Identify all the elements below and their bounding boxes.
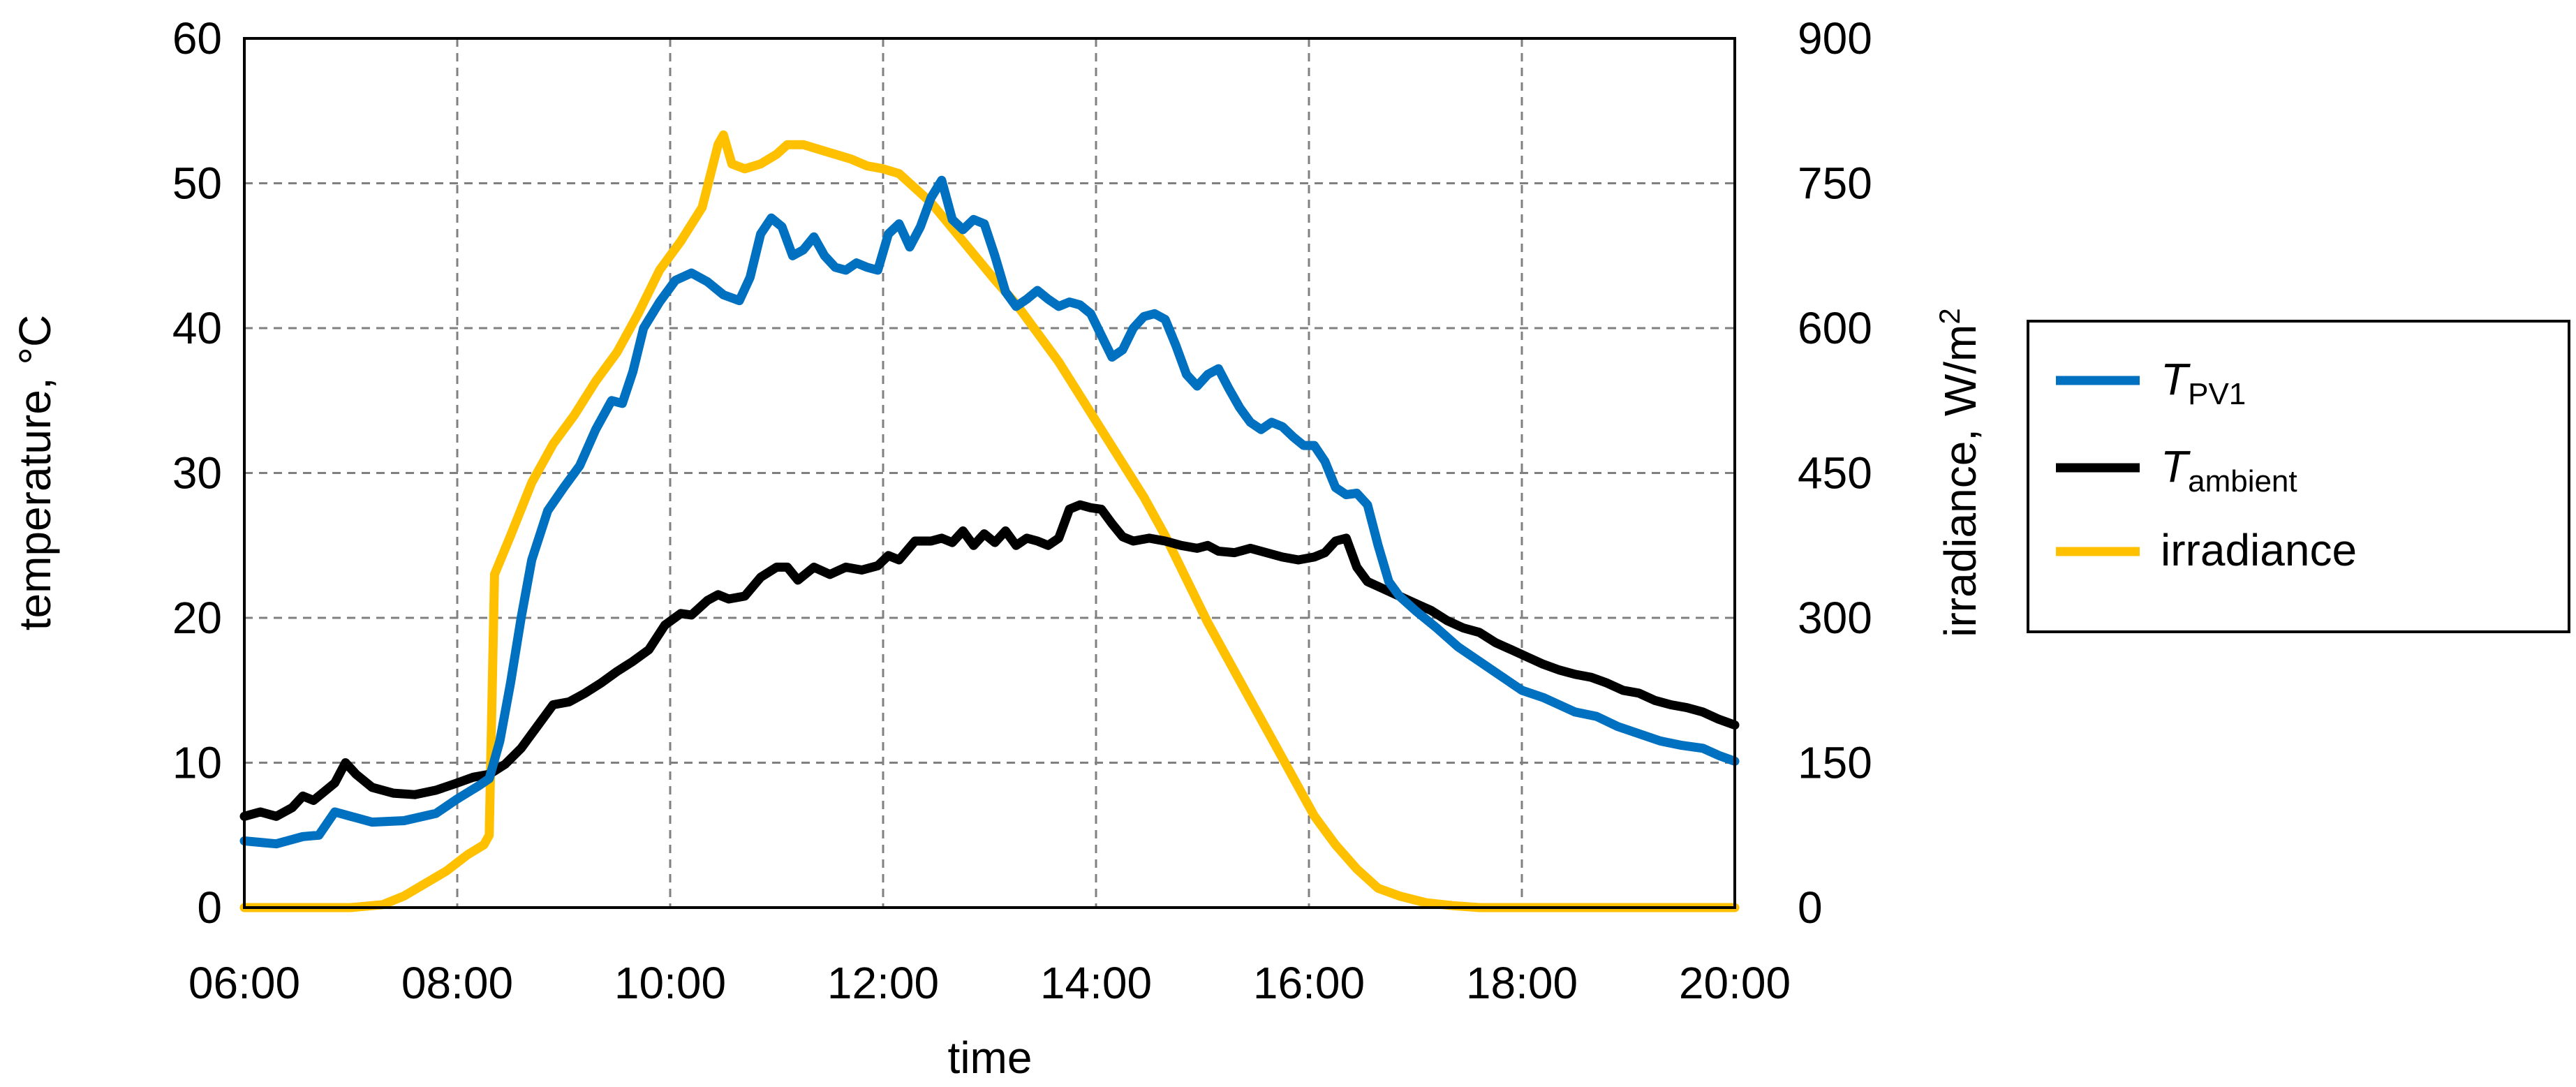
legend-label-subscript: ambient xyxy=(2188,464,2297,498)
x-tick-labels: 06:00 08:00 10:00 12:00 14:00 16:00 18:00 20:00 xyxy=(188,958,1791,1008)
series-line-irradiance xyxy=(239,130,1740,912)
y-tick-label: 30 xyxy=(172,448,222,498)
y2-tick-label: 0 xyxy=(1798,882,1823,933)
y-tick-labels: 0 10 20 30 40 50 60 xyxy=(172,13,222,933)
legend-label: TPV1 xyxy=(2161,354,2246,411)
y2-tick-label: 450 xyxy=(1798,448,1872,498)
y-tick-label: 10 xyxy=(172,738,222,788)
legend-box xyxy=(2027,320,2570,633)
legend-label-main: T xyxy=(2161,441,2191,491)
y2-axis-title-sup: 2 xyxy=(1933,308,1966,324)
legend-label: Tambient xyxy=(2161,441,2297,498)
y-tick-label: 40 xyxy=(172,303,222,353)
x-axis-title: time xyxy=(948,1033,1032,1083)
y2-tick-label: 900 xyxy=(1798,13,1872,64)
series-layer xyxy=(239,130,1740,912)
x-tick-label: 06:00 xyxy=(188,958,300,1008)
y2-tick-label: 600 xyxy=(1798,303,1872,353)
legend-label: irradiance xyxy=(2161,525,2357,575)
y2-axis-title-main: irradiance, W/m xyxy=(1935,325,1985,637)
grid-lines xyxy=(244,38,1735,908)
y2-tick-label: 300 xyxy=(1798,593,1872,643)
y2-tick-label: 150 xyxy=(1798,738,1872,788)
y-axis-title: temperature, °C xyxy=(10,315,60,630)
y2-tick-label: 750 xyxy=(1798,158,1872,209)
y2-axis-title: irradiance, W/m2 xyxy=(1933,308,1986,637)
y-tick-label: 60 xyxy=(172,13,222,64)
x-tick-label: 08:00 xyxy=(401,958,513,1008)
series-line-t-pv1 xyxy=(239,175,1740,849)
y2-tick-labels: 0 150 300 450 600 750 900 xyxy=(1798,13,1872,933)
x-tick-label: 16:00 xyxy=(1253,958,1365,1008)
x-tick-label: 12:00 xyxy=(827,958,939,1008)
y-tick-label: 0 xyxy=(197,882,222,933)
x-tick-label: 10:00 xyxy=(614,958,726,1008)
series-line-t-ambient xyxy=(239,500,1740,821)
plot-frame xyxy=(243,37,1736,909)
x-tick-label: 14:00 xyxy=(1040,958,1152,1008)
x-tick-label: 18:00 xyxy=(1466,958,1578,1008)
x-tick-label: 20:00 xyxy=(1679,958,1791,1008)
legend-label-subscript: PV1 xyxy=(2188,377,2246,411)
legend-label-main: T xyxy=(2161,354,2191,404)
y-tick-label: 50 xyxy=(172,158,222,209)
y-tick-label: 20 xyxy=(172,593,222,643)
